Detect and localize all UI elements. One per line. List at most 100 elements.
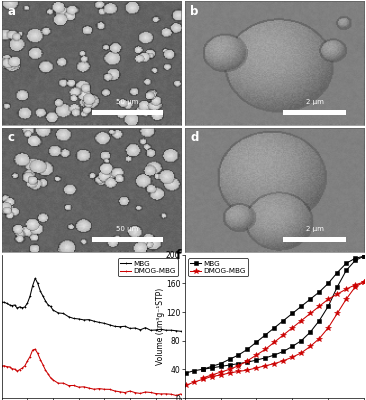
MBG [56,310,60,315]
MBG [46,302,50,307]
MBG [38,289,42,294]
DMOG-MBG [23,363,27,368]
DMOG-MBG [5,364,9,369]
DMOG-MBG [43,368,48,372]
DMOG-MBG [56,381,60,386]
DMOG-MBG [36,351,40,356]
MBG [0,300,4,304]
Text: 2 μm: 2 μm [306,226,324,232]
DMOG-MBG [317,336,321,341]
Text: 2 μm: 2 μm [306,100,324,106]
MBG [12,302,17,307]
DMOG-MBG [138,391,142,396]
MBG [326,304,330,309]
DMOG-MBG [18,367,22,372]
MBG [51,308,55,312]
DMOG-MBG [51,378,55,382]
MBG [25,300,30,305]
Y-axis label: Volume (cm³g⁻¹STP): Volume (cm³g⁻¹STP) [156,288,165,365]
DMOG-MBG [97,386,101,391]
MBG [227,363,232,368]
MBG [92,319,96,324]
MBG [123,324,127,329]
MBG [254,358,259,362]
Text: 50 μm: 50 μm [116,226,139,232]
MBG [209,366,214,370]
Line: DMOG-MBG: DMOG-MBG [1,348,183,397]
DMOG-MBG [169,392,173,397]
Line: DMOG-MBG: DMOG-MBG [184,279,366,388]
DMOG-MBG [92,387,96,392]
MBG [23,304,27,309]
DMOG-MBG [0,364,4,368]
MBG [20,305,25,310]
MBG [10,303,14,308]
MBG [43,298,48,303]
MBG [15,306,19,310]
Text: 50 μm: 50 μm [116,100,139,106]
Line: MBG: MBG [1,277,183,333]
DMOG-MBG [219,373,223,378]
DMOG-MBG [272,361,277,366]
MBG [335,284,339,289]
MBG [184,370,188,375]
DMOG-MBG [335,311,339,316]
MBG [245,360,250,364]
DMOG-MBG [48,375,53,380]
MBG [263,356,268,360]
MBG [179,329,184,334]
Text: d: d [190,132,198,144]
DMOG-MBG [184,383,188,388]
MBG [112,324,117,329]
DMOG-MBG [71,383,76,388]
MBG [61,311,66,316]
DMOG-MBG [191,380,196,385]
MBG [102,321,107,326]
MBG [148,328,153,333]
MBG [107,322,112,327]
MBG [154,328,158,332]
MBG [362,254,366,258]
MBG [18,304,22,309]
Text: f: f [176,249,181,262]
Bar [283,110,346,116]
Legend: MBG, DMOG-MBG: MBG, DMOG-MBG [188,258,248,276]
MBG [76,316,81,321]
DMOG-MBG [41,362,45,367]
DMOG-MBG [164,392,168,396]
DMOG-MBG [179,391,184,396]
MBG [33,276,37,281]
DMOG-MBG [281,358,285,363]
MBG [344,268,348,273]
DMOG-MBG [308,344,313,349]
DMOG-MBG [299,350,303,355]
MBG [200,367,205,372]
MBG [36,281,40,286]
DMOG-MBG [245,368,250,372]
DMOG-MBG [2,363,7,368]
Bar [92,238,164,242]
MBG [164,328,168,333]
Text: c: c [7,132,14,144]
MBG [290,344,295,349]
Text: b: b [190,4,198,18]
MBG [219,364,223,369]
DMOG-MBG [263,363,268,368]
Line: MBG: MBG [184,254,366,375]
MBG [272,353,277,358]
DMOG-MBG [133,390,137,395]
DMOG-MBG [102,387,107,392]
MBG [299,338,303,343]
MBG [308,330,313,334]
MBG [48,304,53,309]
DMOG-MBG [254,366,259,370]
DMOG-MBG [33,347,37,352]
MBG [28,294,32,298]
DMOG-MBG [362,280,366,284]
DMOG-MBG [344,297,348,302]
Text: a: a [7,4,15,18]
MBG [191,368,196,373]
DMOG-MBG [82,384,86,389]
DMOG-MBG [159,392,163,396]
DMOG-MBG [227,370,232,375]
